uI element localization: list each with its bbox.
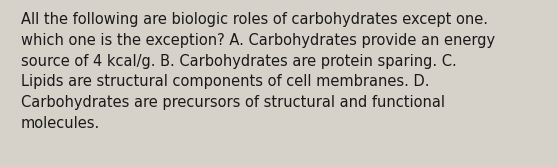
Text: All the following are biologic roles of carbohydrates except one.
which one is t: All the following are biologic roles of … bbox=[21, 12, 495, 131]
